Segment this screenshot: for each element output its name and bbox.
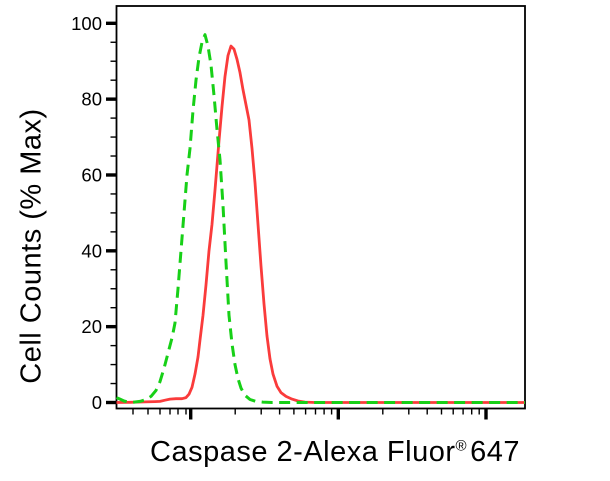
y-tick-label: 60 — [81, 164, 102, 185]
green-dashed-curve — [115, 33, 525, 404]
red-solid-curve — [116, 44, 525, 404]
y-tick-label: 80 — [81, 89, 102, 110]
y-tick-label: 20 — [81, 316, 102, 337]
y-axis-title: Cell Counts (% Max) — [15, 108, 48, 384]
x-axis-title-text: Caspase 2-Alexa Fluor — [150, 436, 456, 468]
y-tick-label: 40 — [81, 240, 102, 261]
x-axis-title-number: 647 — [470, 436, 520, 468]
x-axis-title: Caspase 2-Alexa Fluor® 647 — [150, 436, 520, 469]
registered-trademark-symbol: ® — [455, 437, 468, 455]
y-tick-label: 0 — [92, 392, 102, 413]
plot-frame — [115, 5, 526, 410]
y-tick-label: 100 — [71, 13, 102, 34]
